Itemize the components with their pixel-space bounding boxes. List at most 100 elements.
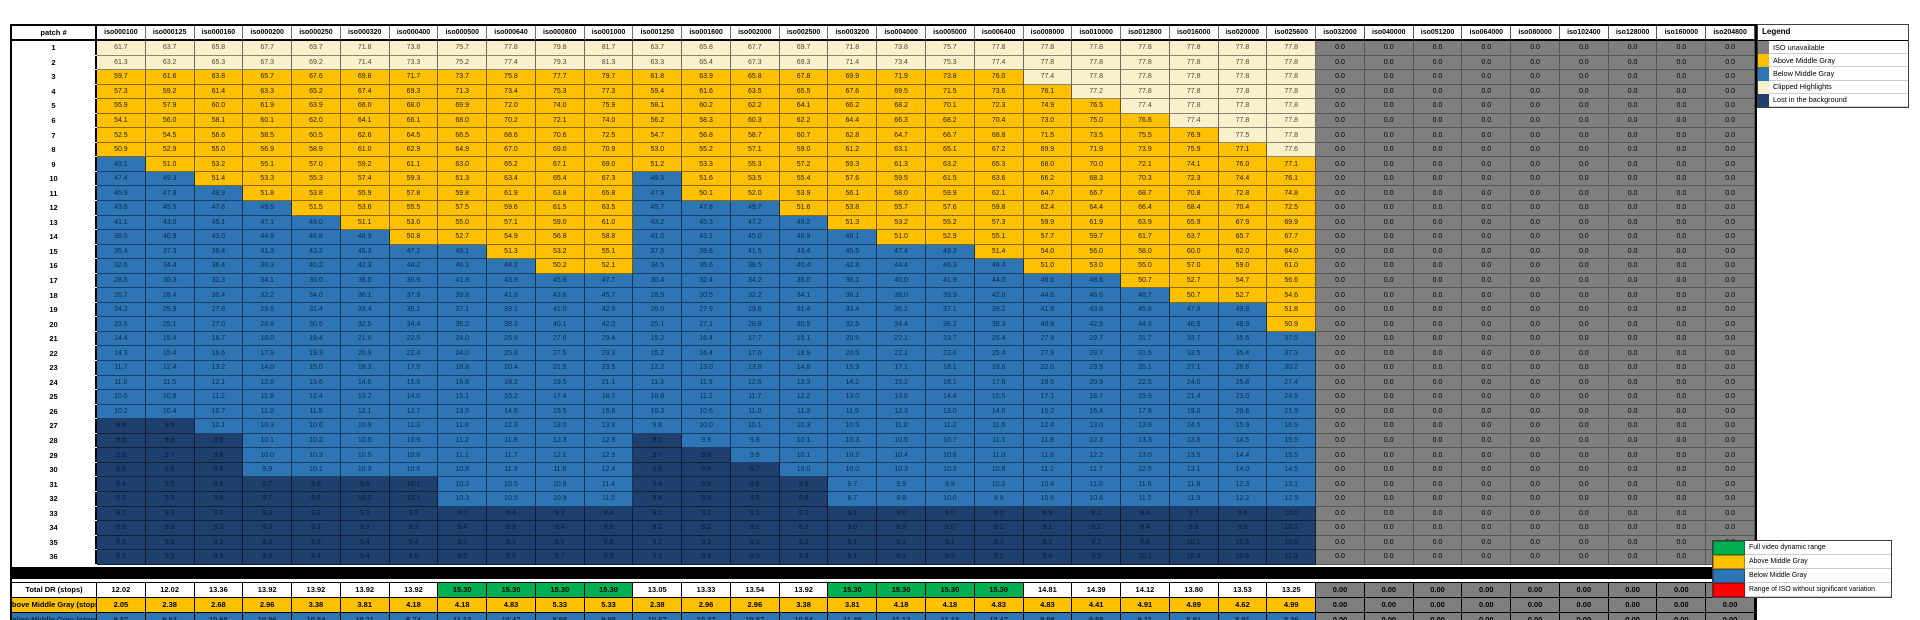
data-cell: 49.2 [779, 215, 829, 231]
data-cell: 9.2 [633, 535, 683, 551]
data-cell: 48.6 [1072, 273, 1122, 289]
data-cell-unavailable: 0.0 [1462, 157, 1512, 172]
data-cell: 77.4 [1121, 99, 1170, 114]
data-cell: 63.9 [1121, 215, 1170, 231]
data-cell: 38.0 [877, 288, 926, 303]
data-cell-unavailable: 0.0 [1462, 142, 1512, 158]
data-cell-unavailable: 0.0 [1608, 41, 1658, 56]
data-cell: 61.9 [1072, 215, 1122, 231]
data-cell: 9.3 [97, 535, 146, 551]
data-cell: 39.9 [925, 288, 975, 303]
data-cell: 16.1 [925, 375, 975, 391]
data-cell: 56.6 [1267, 273, 1317, 289]
data-cell: 40.9 [145, 230, 195, 245]
data-cell: 40.1 [535, 317, 585, 332]
data-cell-unavailable: 0.0 [1413, 259, 1463, 274]
data-cell-unavailable: 0.0 [1364, 448, 1414, 463]
data-cell: 32.5 [340, 317, 390, 332]
data-cell: 70.6 [535, 128, 585, 143]
data-cell-unavailable: 0.0 [1413, 288, 1463, 303]
data-cell-unavailable: 0.0 [1364, 317, 1414, 332]
data-cell-unavailable: 0.0 [1608, 521, 1658, 536]
patch-number: 1 [12, 41, 97, 55]
data-cell: 9.7 [535, 550, 585, 565]
data-cell-unavailable: 0.0 [1559, 128, 1609, 143]
data-cell: 75.2 [438, 55, 488, 71]
data-cell: 12.3 [535, 433, 585, 449]
data-cell-unavailable: 0.0 [1559, 317, 1609, 332]
column-header-iso002500: iso002500 [779, 26, 829, 41]
data-cell-unavailable: 0.0 [1608, 113, 1658, 129]
summary-cell-dr: 12.02 [97, 582, 146, 598]
data-cell: 52.5 [97, 128, 146, 143]
data-cell: 34.4 [145, 259, 195, 274]
data-cell: 29.7 [1072, 331, 1122, 347]
data-cell: 50.9 [97, 142, 146, 158]
column-header-iso008000: iso008000 [1023, 26, 1073, 41]
data-cell: 64.1 [340, 113, 390, 129]
data-cell-unavailable: 0.0 [1316, 244, 1365, 260]
data-cell-unavailable: 0.0 [1511, 404, 1560, 420]
data-cell: 22.1 [877, 331, 926, 347]
data-cell: 18.7 [1072, 390, 1122, 405]
data-cell: 46.3 [925, 259, 975, 274]
data-cell: 53.5 [730, 171, 780, 187]
data-cell: 23.7 [925, 331, 975, 347]
data-cell: 9.3 [730, 535, 780, 551]
data-cell: 57.0 [1169, 259, 1219, 274]
data-cell-unavailable: 0.0 [1511, 113, 1560, 129]
data-cell: 17.4 [535, 390, 585, 405]
data-cell: 35.6 [1218, 331, 1268, 347]
data-cell: 9.3 [145, 506, 195, 522]
data-cell: 14.0 [389, 390, 439, 405]
data-cell: 11.3 [1267, 550, 1317, 565]
data-cell: 76.0 [1218, 157, 1268, 172]
data-cell-unavailable: 0.0 [1316, 491, 1365, 507]
data-cell: 34.2 [730, 273, 780, 289]
data-cell: 70.9 [584, 142, 634, 158]
data-cell: 36.1 [340, 288, 390, 303]
data-cell-unavailable: 0.0 [1413, 244, 1463, 260]
data-cell-unavailable: 0.0 [1462, 317, 1512, 332]
data-cell: 64.7 [877, 128, 926, 143]
data-cell: 27.5 [535, 346, 585, 362]
data-cell: 77.8 [1023, 41, 1073, 56]
data-cell: 16.2 [487, 390, 536, 405]
data-cell: 9.3 [974, 535, 1024, 551]
data-cell: 10.6 [1072, 491, 1122, 507]
data-cell: 9.8 [292, 491, 341, 507]
data-cell: 9.6 [194, 491, 244, 507]
data-cell: 11.7 [730, 390, 780, 405]
data-cell-unavailable: 0.0 [1364, 535, 1414, 551]
summary-cell-below: 10.37 [682, 612, 731, 620]
data-cell: 10.6 [1023, 491, 1073, 507]
legend-bottom-label: Above Middle Gray [1745, 555, 1891, 569]
data-cell: 27.8 [194, 302, 244, 318]
legend-summary-colors: Full video dynamic range Above Middle Gra… [1712, 540, 1892, 598]
data-cell: 45.5 [828, 244, 878, 260]
patch-number: 27 [12, 419, 97, 433]
summary-cell-dr: 13.05 [633, 582, 683, 598]
data-cell-unavailable: 0.0 [1462, 448, 1512, 463]
data-cell: 15.5 [974, 390, 1024, 405]
column-header-iso040000: iso040000 [1364, 26, 1414, 41]
data-cell: 21.0 [340, 331, 390, 347]
legend-top-label: Clipped Highlights [1769, 81, 1908, 94]
data-cell-unavailable: 0.0 [1608, 128, 1658, 143]
data-cell: 9.9 [974, 491, 1024, 507]
data-cell-unavailable: 0.0 [1511, 448, 1560, 463]
data-cell-unavailable: 0.0 [1511, 215, 1560, 231]
data-cell: 10.4 [145, 404, 195, 420]
summary-cell-unavailable: 0.00 [1462, 582, 1512, 598]
data-cell-unavailable: 0.0 [1413, 331, 1463, 347]
data-cell-unavailable: 0.0 [1511, 361, 1560, 376]
data-cell: 77.8 [1267, 55, 1317, 71]
column-header-iso032000: iso032000 [1316, 26, 1365, 41]
data-cell: 49.3 [925, 244, 975, 260]
data-cell: 44.2 [389, 259, 439, 274]
data-cell: 11.8 [1023, 448, 1073, 463]
data-cell-unavailable: 0.0 [1316, 419, 1365, 434]
data-cell: 11.5 [145, 375, 195, 391]
data-cell-unavailable: 0.0 [1608, 419, 1658, 434]
data-cell-unavailable: 0.0 [1657, 215, 1707, 231]
